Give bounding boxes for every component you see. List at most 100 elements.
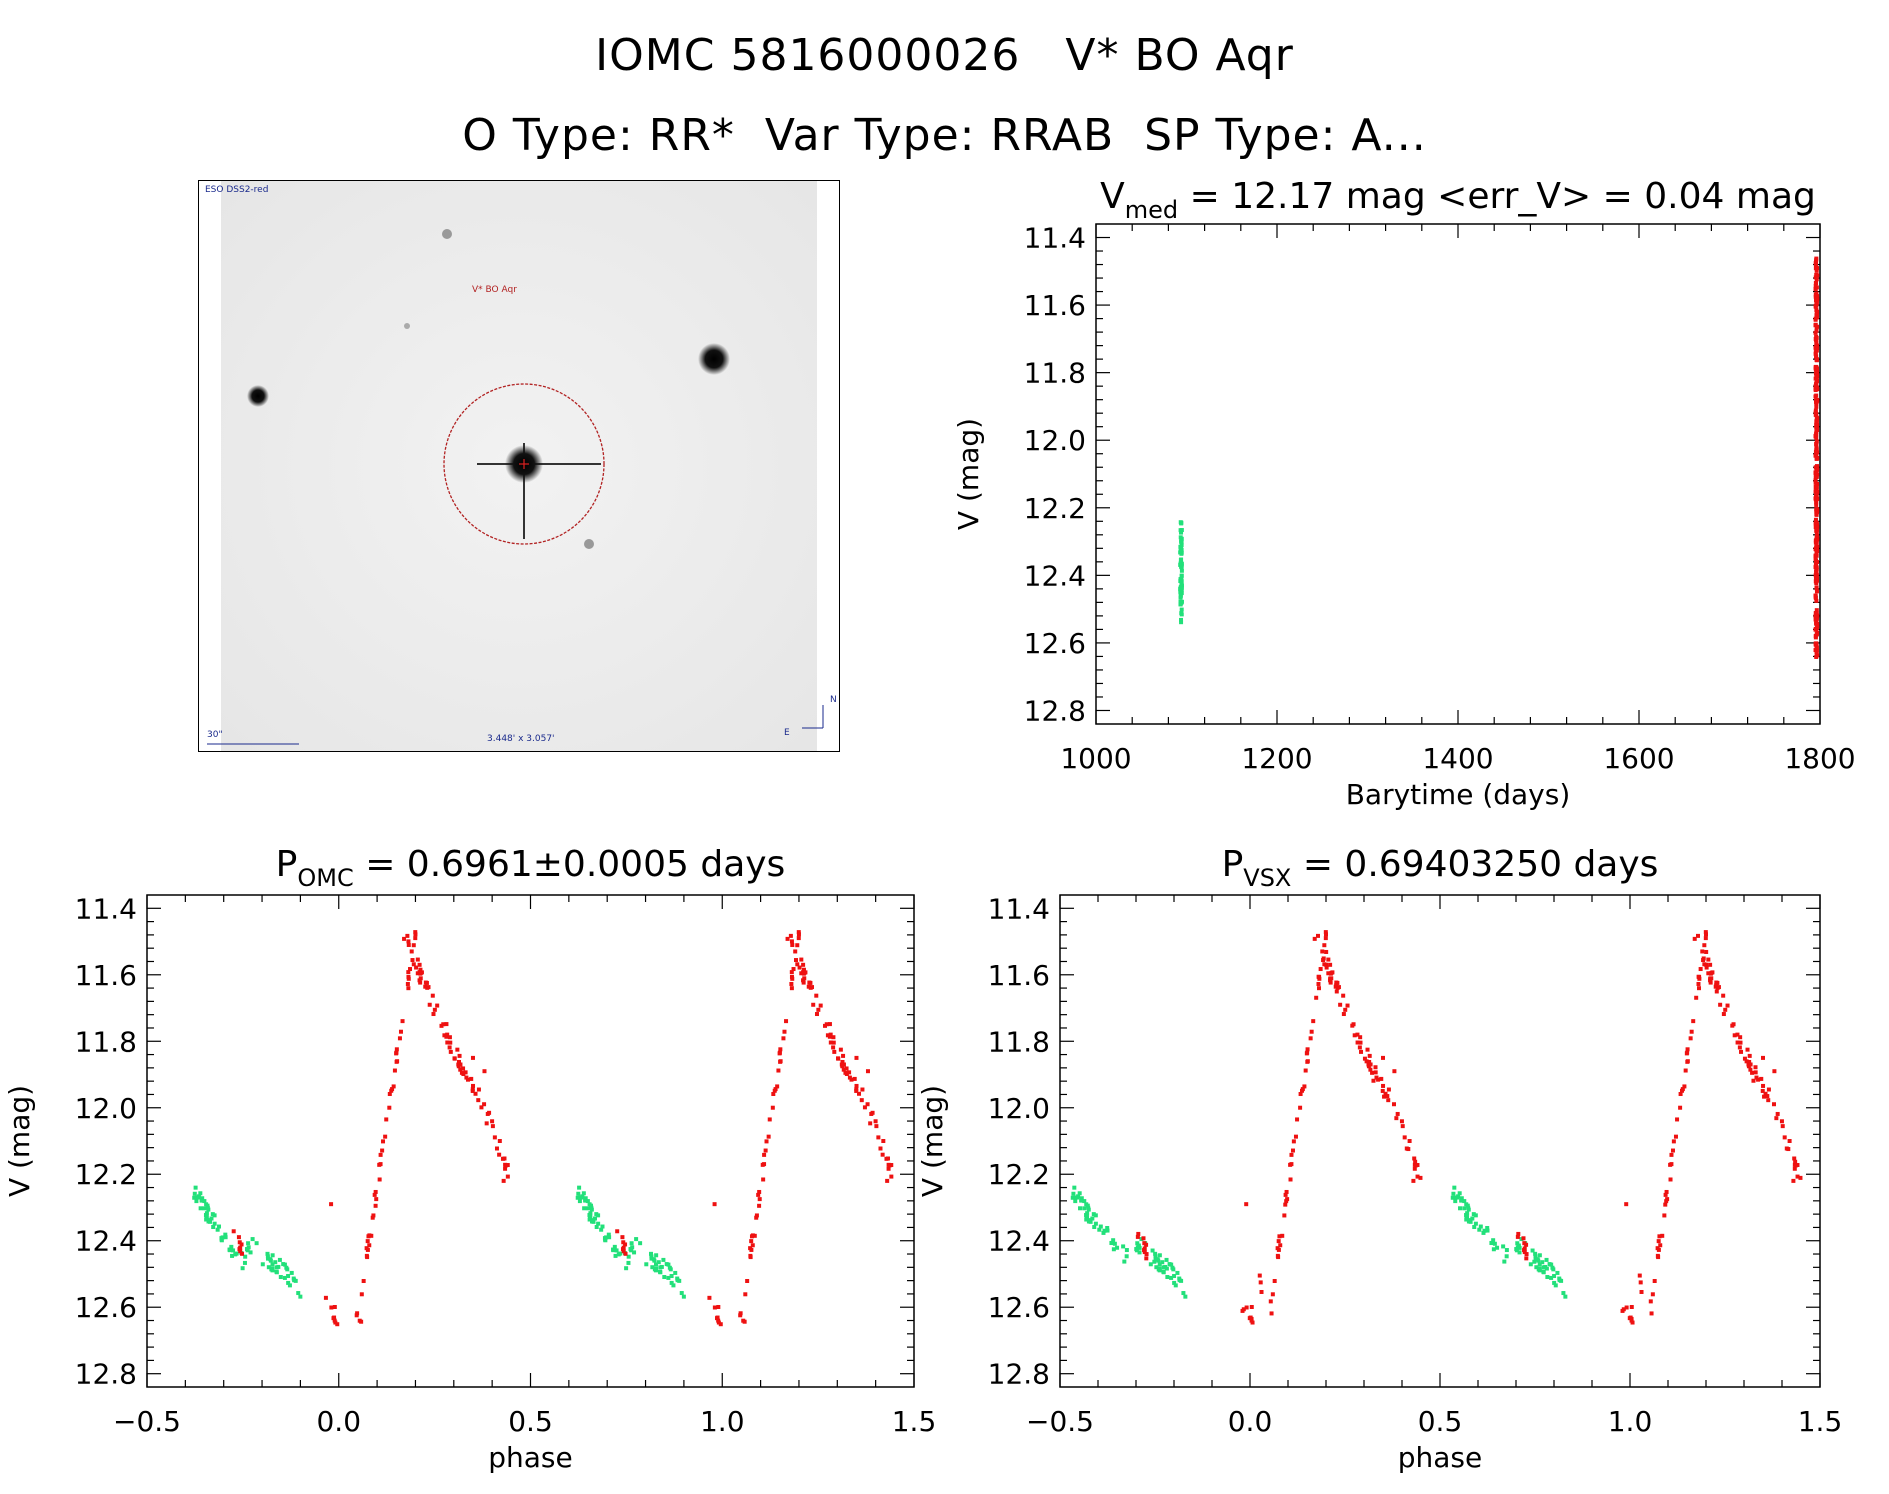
red-data-point — [395, 1059, 400, 1064]
red-data-point — [1696, 974, 1701, 979]
green-data-point — [1179, 568, 1184, 573]
green-data-point — [223, 1235, 228, 1240]
red-data-point — [1624, 1202, 1629, 1207]
green-data-point — [1079, 1196, 1084, 1201]
red-data-point — [365, 1239, 370, 1244]
red-data-point — [1522, 1250, 1527, 1255]
green-data-point — [658, 1269, 663, 1274]
green-data-point — [230, 1253, 235, 1258]
red-data-point — [1316, 981, 1321, 986]
x-axis-label: phase — [488, 1441, 573, 1474]
green-data-point — [1481, 1230, 1486, 1235]
red-data-point — [1315, 933, 1320, 938]
red-data-point — [1782, 1135, 1787, 1140]
green-data-point — [1478, 1224, 1483, 1229]
red-data-point — [1669, 1162, 1674, 1167]
green-data-point — [194, 1199, 199, 1204]
red-data-point — [432, 1007, 437, 1012]
red-data-point — [1696, 981, 1701, 986]
green-data-point — [1561, 1291, 1566, 1296]
star — [698, 343, 730, 375]
red-data-point — [1374, 1075, 1379, 1080]
red-data-point — [370, 1215, 375, 1220]
red-data-point — [1814, 650, 1819, 655]
red-data-point — [1289, 1162, 1294, 1167]
y-tick-label: 12.2 — [75, 1158, 137, 1191]
red-data-point — [1813, 410, 1818, 415]
green-data-point — [286, 1280, 291, 1285]
green-data-point — [212, 1221, 217, 1226]
green-data-point — [1179, 573, 1184, 578]
y-axis-label: V (mag) — [916, 1085, 949, 1197]
red-data-point — [828, 1032, 833, 1037]
green-data-point — [1111, 1247, 1116, 1252]
red-data-point — [1664, 1189, 1669, 1194]
red-data-point — [426, 985, 431, 990]
red-data-point — [414, 965, 419, 970]
green-data-point — [1501, 1244, 1506, 1249]
red-data-point — [1813, 626, 1818, 631]
green-data-point — [594, 1225, 599, 1230]
red-data-point — [876, 1135, 881, 1140]
red-data-point — [865, 1102, 870, 1107]
y-tick-label: 12.0 — [1024, 424, 1086, 457]
red-data-point — [1418, 1175, 1423, 1180]
green-data-point — [618, 1251, 623, 1256]
red-data-point — [1759, 1076, 1764, 1081]
green-data-point — [1504, 1254, 1509, 1259]
green-data-point — [602, 1236, 607, 1241]
red-data-point — [1280, 1233, 1285, 1238]
green-data-point — [1072, 1185, 1077, 1190]
green-data-point — [274, 1269, 279, 1274]
chart-3: −0.5 0.0 0.5 1.0 1.5 11.4 11.6 11.8 12.0 12.2 12.4… — [916, 844, 1842, 1474]
red-data-point — [1708, 980, 1713, 985]
red-data-point — [1747, 1053, 1752, 1058]
green-data-point — [1148, 1262, 1153, 1267]
green-data-point — [575, 1195, 580, 1200]
red-data-point — [431, 1012, 436, 1017]
red-data-point — [1714, 989, 1719, 994]
red-data-point — [1288, 1177, 1293, 1182]
green-data-point — [587, 1213, 592, 1218]
red-data-point — [1379, 1076, 1384, 1081]
red-data-point — [365, 1247, 370, 1252]
red-data-point — [825, 1033, 830, 1038]
red-data-point — [885, 1178, 890, 1183]
y-axis-label: V (mag) — [952, 418, 985, 530]
red-data-point — [1345, 1003, 1350, 1008]
red-data-point — [1277, 1234, 1282, 1239]
red-data-point — [1355, 1032, 1360, 1037]
red-data-point — [1322, 943, 1327, 948]
red-data-point — [367, 1243, 372, 1248]
red-data-point — [1813, 635, 1818, 640]
red-data-point — [378, 1152, 383, 1157]
red-data-point — [1386, 1098, 1391, 1103]
green-data-point — [1464, 1213, 1469, 1218]
red-data-point — [1366, 1064, 1371, 1069]
scale-label: 30" — [207, 730, 223, 740]
red-data-point — [1718, 1002, 1723, 1007]
red-data-point — [836, 1056, 841, 1061]
red-data-point — [1660, 1233, 1665, 1238]
red-data-point — [1362, 1056, 1367, 1061]
red-data-point — [406, 976, 411, 981]
red-data-point — [457, 1053, 462, 1058]
target-label: V* BO Aqr — [472, 285, 517, 295]
title-subscript: med — [1125, 196, 1178, 224]
red-data-point — [795, 943, 800, 948]
red-data-point — [1669, 1152, 1674, 1157]
green-data-point — [1549, 1262, 1554, 1267]
red-data-point — [1359, 1049, 1364, 1054]
green-data-point — [1466, 1207, 1471, 1212]
red-data-point — [1815, 424, 1820, 429]
title-main: P — [276, 844, 298, 885]
y-tick-label: 12.8 — [1024, 694, 1086, 727]
green-data-point — [196, 1195, 201, 1200]
green-data-point — [202, 1199, 207, 1204]
green-data-point — [649, 1254, 654, 1259]
red-data-point — [1766, 1098, 1771, 1103]
red-data-point — [1814, 575, 1819, 580]
green-data-point — [1457, 1191, 1462, 1196]
green-data-point — [673, 1270, 678, 1275]
red-data-point — [411, 943, 416, 948]
